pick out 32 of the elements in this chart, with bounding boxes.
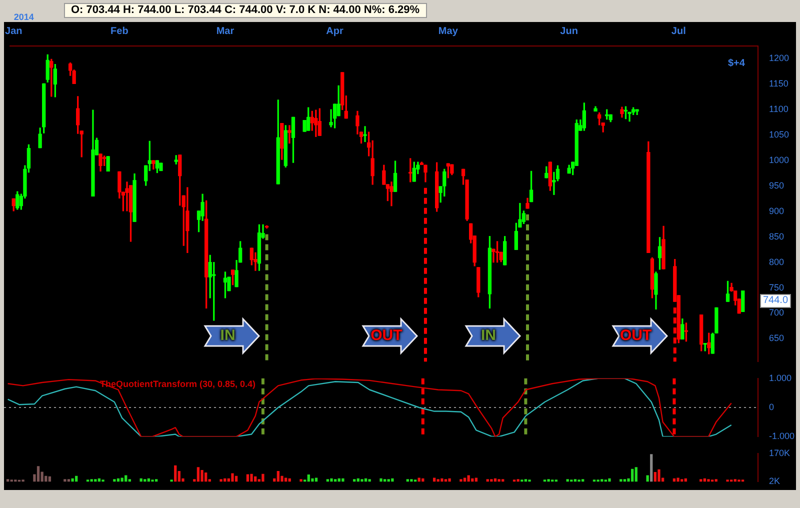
y-tick-label: 1100	[769, 104, 788, 114]
y-tick-label: 950	[769, 180, 784, 190]
y-tick-label: 1150	[769, 78, 788, 89]
text: 2014	[14, 12, 34, 22]
y-tick-label: 1000	[769, 155, 790, 166]
x-tick-label: Feb	[110, 26, 128, 37]
x-tick-label: May	[438, 26, 458, 37]
x-tick-label: Jul	[671, 26, 686, 37]
chart-title: O: 703.44 H: 744.00 L: 703.44 C: 744.00 V: 7.0 K N: 44.00 N%: 6.29%	[64, 3, 427, 18]
x-tick-label: Jan	[5, 26, 22, 37]
y-tick-label: 650	[769, 333, 784, 344]
y-tick-label: 170K	[769, 448, 790, 458]
y-tick-label: 800	[769, 256, 784, 267]
y-tick-label: 1.000	[769, 372, 792, 383]
y-tick-label: 700	[769, 308, 784, 318]
y-tick-label: 1200	[769, 53, 790, 64]
y-tick-label: 1050	[769, 130, 790, 140]
y-tick-label: -1.000	[769, 431, 795, 442]
y-tick-label: 850	[769, 231, 784, 242]
ref-line-label: OUT	[370, 326, 404, 345]
y-tick-label: 900	[769, 206, 784, 216]
ref-line-label: IN	[480, 326, 497, 345]
text: 744.0	[760, 294, 792, 308]
x-tick-label: Mar	[216, 26, 234, 37]
ref-line-label: OUT	[619, 326, 653, 345]
y-tick-label: 2K	[769, 476, 780, 486]
annotation: $+4	[728, 58, 745, 69]
x-tick-label: Apr	[326, 26, 344, 37]
y-tick-label: 0	[769, 402, 774, 412]
x-tick-label: Jun	[560, 26, 578, 37]
y-tick-label: 750	[769, 282, 784, 292]
ref-line-label: IN	[219, 326, 236, 345]
